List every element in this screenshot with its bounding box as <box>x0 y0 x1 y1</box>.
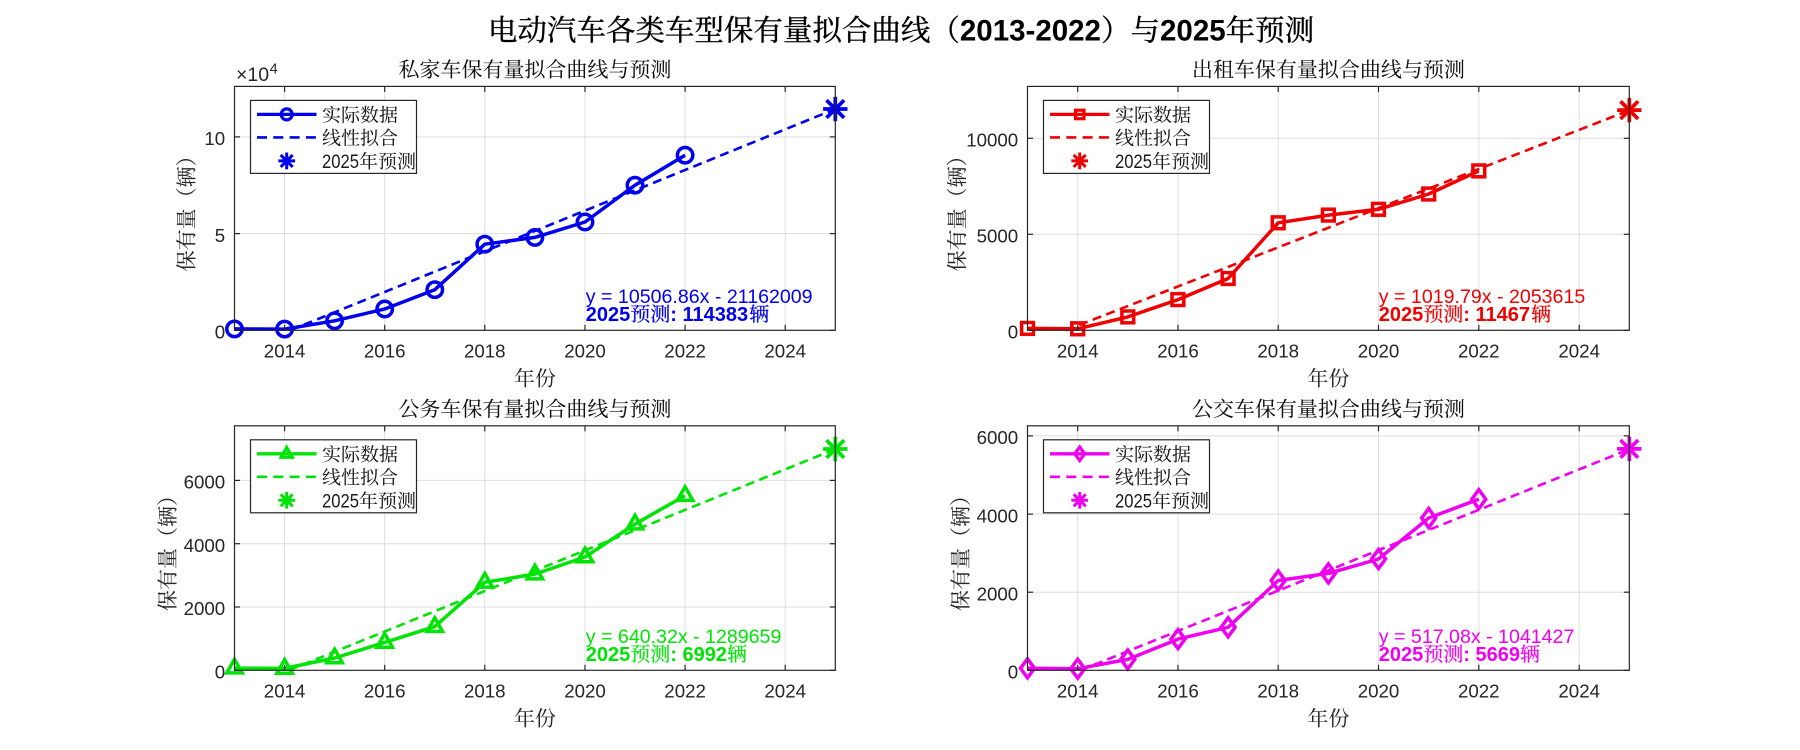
svg-text:2025: 2025 <box>322 492 359 513</box>
svg-text:y = 1019.79x - 2053615: y = 1019.79x - 2053615 <box>1379 286 1586 308</box>
svg-text:2024: 2024 <box>764 681 806 702</box>
svg-text:2020: 2020 <box>1358 681 1400 702</box>
svg-text:2025: 2025 <box>1160 15 1226 48</box>
svg-text:y = 640.32x - 1289659: y = 640.32x - 1289659 <box>586 626 782 648</box>
svg-text:: 5669: : 5669 <box>1463 644 1520 666</box>
svg-text:2013-2022: 2013-2022 <box>960 15 1101 48</box>
svg-text:2016: 2016 <box>364 681 406 702</box>
svg-text:2022: 2022 <box>1458 341 1500 362</box>
svg-text:6000: 6000 <box>184 472 226 493</box>
svg-text:2024: 2024 <box>1558 341 1600 362</box>
svg-text:2022: 2022 <box>664 341 706 362</box>
svg-text:: 114383: : 114383 <box>670 304 748 326</box>
svg-text:2025: 2025 <box>586 644 631 666</box>
svg-text:2022: 2022 <box>1458 681 1500 702</box>
svg-text:×10: ×10 <box>236 64 269 86</box>
svg-text:2018: 2018 <box>1257 341 1299 362</box>
svg-text:4000: 4000 <box>977 505 1019 526</box>
svg-text:2020: 2020 <box>564 681 606 702</box>
svg-text:0: 0 <box>215 322 225 343</box>
svg-text:2014: 2014 <box>1057 681 1099 702</box>
svg-text:2020: 2020 <box>1358 341 1400 362</box>
svg-text:2024: 2024 <box>764 341 806 362</box>
svg-text:10: 10 <box>204 128 225 149</box>
svg-text:2018: 2018 <box>464 341 506 362</box>
svg-text:2000: 2000 <box>184 598 226 619</box>
svg-text:2025: 2025 <box>586 304 631 326</box>
svg-text:0: 0 <box>1008 322 1018 343</box>
svg-text:2022: 2022 <box>664 681 706 702</box>
svg-text:0: 0 <box>215 662 225 683</box>
svg-text:2014: 2014 <box>1057 341 1099 362</box>
svg-text:0: 0 <box>1008 662 1018 683</box>
svg-text:2018: 2018 <box>1257 681 1299 702</box>
svg-text:2024: 2024 <box>1558 681 1600 702</box>
svg-text:10000: 10000 <box>966 130 1018 151</box>
svg-text:y = 10506.86x - 21162009: y = 10506.86x - 21162009 <box>586 286 813 308</box>
svg-text:2020: 2020 <box>564 341 606 362</box>
svg-text:2025: 2025 <box>1115 152 1152 173</box>
svg-text:2025: 2025 <box>1379 304 1424 326</box>
svg-text:2016: 2016 <box>1157 681 1199 702</box>
svg-text:2014: 2014 <box>264 681 306 702</box>
svg-text:2025: 2025 <box>1379 644 1424 666</box>
svg-text:4: 4 <box>270 62 278 78</box>
svg-text:6000: 6000 <box>977 427 1019 448</box>
svg-text:2016: 2016 <box>364 341 406 362</box>
svg-text:5: 5 <box>215 225 225 246</box>
svg-text:: 11467: : 11467 <box>1463 304 1530 326</box>
svg-text:5000: 5000 <box>977 226 1019 247</box>
svg-text:2025: 2025 <box>322 152 359 173</box>
svg-text:2000: 2000 <box>977 583 1019 604</box>
svg-text:2016: 2016 <box>1157 341 1199 362</box>
svg-text:2018: 2018 <box>464 681 506 702</box>
svg-text:4000: 4000 <box>184 535 226 556</box>
svg-text:2014: 2014 <box>264 341 306 362</box>
svg-text:2025: 2025 <box>1115 492 1152 513</box>
svg-text:y = 517.08x - 1041427: y = 517.08x - 1041427 <box>1379 626 1575 648</box>
svg-text:: 6992: : 6992 <box>670 644 727 666</box>
